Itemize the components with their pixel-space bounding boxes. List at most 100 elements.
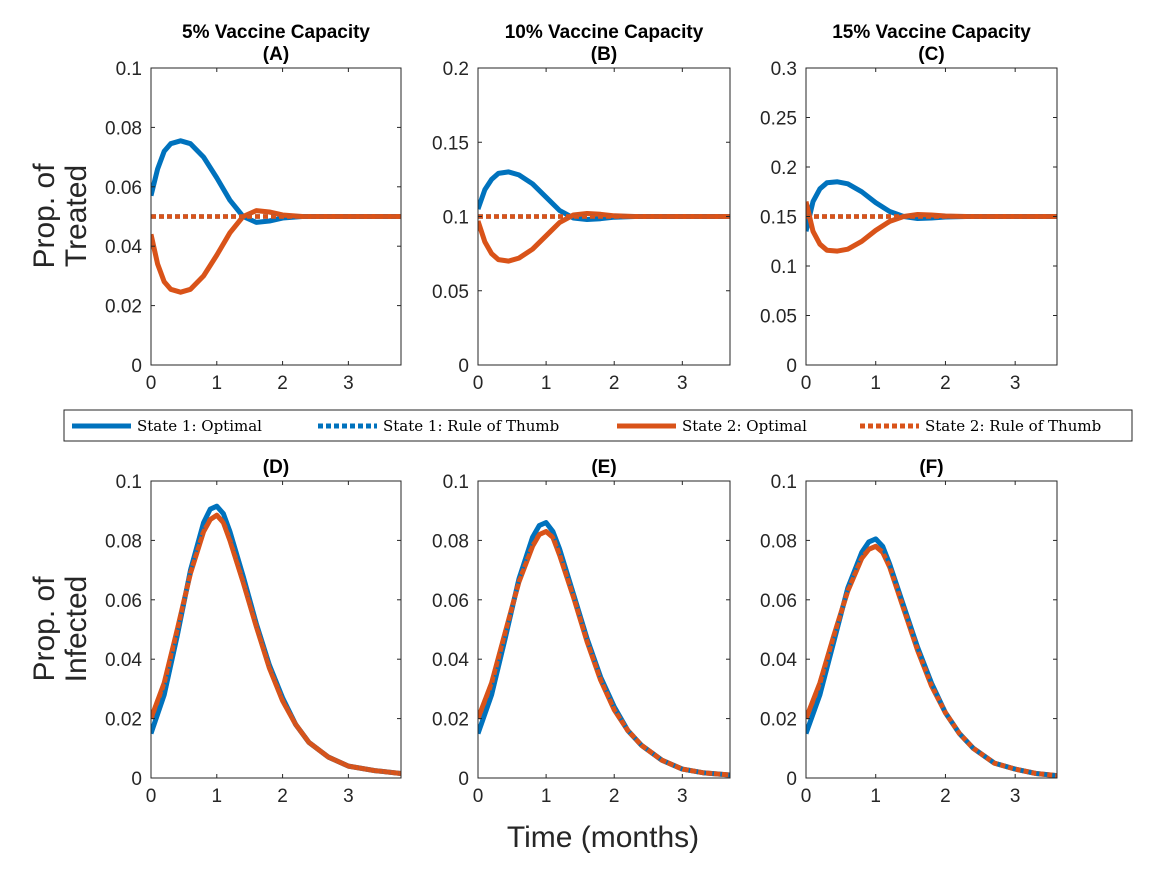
panel-b-series bbox=[478, 169, 730, 264]
panel-d-xtick-label: 0 bbox=[146, 786, 157, 807]
panel-b-title-line-2: (B) bbox=[591, 44, 617, 65]
panel-a-series bbox=[151, 138, 401, 295]
panel-c-ytick-label: 0.05 bbox=[760, 307, 797, 328]
legend-label-state1-rule: State 1: Rule of Thumb bbox=[383, 417, 559, 435]
panel-b-ytick-label: 0.2 bbox=[443, 59, 469, 80]
xlabel: Time (months) bbox=[507, 821, 699, 854]
panel-b-ytick-label: 0.15 bbox=[432, 133, 469, 154]
panel-e-series-state-1-optimal bbox=[478, 520, 730, 778]
panel-b-xtick-label: 3 bbox=[677, 373, 688, 394]
panel-b-title-line-1: 10% Vaccine Capacity bbox=[505, 22, 704, 43]
panel-f-ytick-label: 0.06 bbox=[760, 591, 797, 612]
panel-d-ytick-label: 0 bbox=[131, 769, 142, 790]
panel-a-xtick-label: 3 bbox=[343, 373, 354, 394]
panel-a-axes bbox=[150, 67, 402, 366]
panel-d: 0 1 2 3 0 0.02 0.04 0.06 0.08 0.1 (D) bbox=[105, 457, 402, 807]
panel-f-xtick-label: 3 bbox=[1010, 786, 1021, 807]
panel-d-xtick-label: 3 bbox=[343, 786, 354, 807]
panel-c-ytick-label: 0.25 bbox=[760, 109, 797, 130]
panel-c-title-line-1: 15% Vaccine Capacity bbox=[832, 22, 1031, 43]
panel-a-xtick-label: 1 bbox=[212, 373, 223, 394]
legend-box bbox=[63, 409, 1133, 442]
panel-e-ytick-label: 0.1 bbox=[443, 472, 469, 493]
panel-c: 0 1 2 3 0 0.05 0.1 0.15 0.2 0.25 0.3 15% Vaccine Ca… bbox=[760, 22, 1058, 394]
legend-label-state2-rule: State 2: Rule of Thumb bbox=[925, 417, 1101, 435]
panel-e-xtick-label: 2 bbox=[609, 786, 620, 807]
panel-f-ytick-label: 0 bbox=[786, 769, 797, 790]
panel-e-series-state-1-rule-of-thumb bbox=[478, 520, 730, 778]
panel-c-ytick-label: 0.2 bbox=[771, 158, 797, 179]
panel-e-series-state-2-optimal bbox=[478, 529, 730, 778]
panel-d-ytick-label: 0.08 bbox=[105, 531, 142, 552]
panel-e-title-line-1: (E) bbox=[591, 457, 616, 478]
panel-f: 0 1 2 3 0 0.02 0.04 0.06 0.08 0.1 (F) bbox=[760, 457, 1058, 807]
panel-e-series-state-2-rule-of-thumb bbox=[478, 529, 730, 778]
panel-a-ytick-label: 0.02 bbox=[105, 297, 142, 318]
panel-f-series-state-2-rule-of-thumb bbox=[806, 544, 1057, 778]
panel-f-series-state-1-rule-of-thumb bbox=[806, 536, 1057, 778]
panel-b: 0 1 2 3 0 0.05 0.1 0.15 0.2 10% Vaccine Capacity(… bbox=[432, 22, 731, 394]
panel-f-axes bbox=[805, 480, 1058, 779]
panel-c-ytick-label: 0 bbox=[786, 356, 797, 377]
panel-e-xtick-label: 0 bbox=[473, 786, 484, 807]
panel-e-ytick-label: 0.02 bbox=[432, 710, 469, 731]
panel-a-title-line-2: (A) bbox=[263, 44, 289, 65]
panel-c-series-state-2-optimal bbox=[806, 201, 1057, 254]
panel-c-ytick-label: 0.1 bbox=[771, 257, 797, 278]
panel-c-ytick-label: 0.15 bbox=[760, 208, 797, 229]
panel-c-xtick-label: 3 bbox=[1010, 373, 1021, 394]
panel-d-series-state-2-optimal bbox=[151, 512, 401, 776]
panel-c-series bbox=[806, 179, 1057, 254]
panel-f-ytick-label: 0.1 bbox=[771, 472, 797, 493]
panel-d-series bbox=[151, 503, 401, 776]
panel-d-title-line-1: (D) bbox=[263, 457, 289, 478]
panel-a-ytick-label: 0 bbox=[131, 356, 142, 377]
panel-b-ytick-label: 0.1 bbox=[443, 208, 469, 229]
panel-b-xtick-label: 2 bbox=[609, 373, 620, 394]
panel-d-axes bbox=[150, 480, 402, 779]
panel-a-xtick-label: 2 bbox=[277, 373, 288, 394]
panel-e-ytick-label: 0 bbox=[458, 769, 469, 790]
panel-a-series-state-1-optimal bbox=[151, 138, 401, 225]
panel-f-series bbox=[806, 536, 1057, 778]
ylabel-top-line2: Treated bbox=[60, 165, 93, 267]
panel-c-ytick-label: 0.3 bbox=[771, 59, 797, 80]
panel-d-series-state-1-rule-of-thumb bbox=[151, 503, 401, 776]
panel-f-xtick-label: 1 bbox=[870, 786, 881, 807]
ylabel-top-line1: Prop. of bbox=[28, 163, 61, 269]
panel-e: 0 1 2 3 0 0.02 0.04 0.06 0.08 0.1 (E) bbox=[432, 457, 731, 807]
panel-d-ytick-label: 0.06 bbox=[105, 591, 142, 612]
panel-a-title-line-1: 5% Vaccine Capacity bbox=[182, 22, 370, 43]
panel-f-xtick-label: 0 bbox=[801, 786, 812, 807]
panel-f-title-line-1: (F) bbox=[919, 457, 943, 478]
panel-b-xtick-label: 0 bbox=[473, 373, 484, 394]
panel-f-ytick-label: 0.04 bbox=[760, 650, 797, 671]
panel-e-xtick-label: 1 bbox=[541, 786, 552, 807]
panel-d-ytick-label: 0.1 bbox=[116, 472, 142, 493]
panel-a-ytick-label: 0.1 bbox=[116, 59, 142, 80]
panel-e-xtick-label: 3 bbox=[677, 786, 688, 807]
panel-a-series-state-2-optimal bbox=[151, 208, 401, 295]
panel-a-ytick-label: 0.06 bbox=[105, 178, 142, 199]
panel-e-axes bbox=[477, 480, 731, 779]
panel-a-ytick-label: 0.04 bbox=[105, 237, 142, 258]
panel-b-xtick-label: 1 bbox=[541, 373, 552, 394]
panel-a-xtick-label: 0 bbox=[146, 373, 157, 394]
panel-f-series-state-1-optimal bbox=[806, 536, 1057, 778]
panel-a-ytick-label: 0.08 bbox=[105, 118, 142, 139]
panel-d-xtick-label: 2 bbox=[277, 786, 288, 807]
panel-e-ytick-label: 0.06 bbox=[432, 591, 469, 612]
legend: State 1: Optimal State 1: Rule of Thumb … bbox=[63, 409, 1133, 442]
panel-c-title-line-2: (C) bbox=[918, 44, 944, 65]
ylabel-bottom-line2: Infected bbox=[60, 576, 93, 683]
panel-d-series-state-2-rule-of-thumb bbox=[151, 512, 401, 776]
legend-label-state1-optimal: State 1: Optimal bbox=[137, 417, 262, 435]
panel-f-xtick-label: 2 bbox=[940, 786, 951, 807]
legend-label-state2-optimal: State 2: Optimal bbox=[682, 417, 807, 435]
panel-c-xtick-label: 0 bbox=[801, 373, 812, 394]
panel-c-xtick-label: 2 bbox=[940, 373, 951, 394]
panel-e-series bbox=[478, 520, 730, 778]
panel-c-xtick-label: 1 bbox=[870, 373, 881, 394]
panel-f-ytick-label: 0.08 bbox=[760, 531, 797, 552]
